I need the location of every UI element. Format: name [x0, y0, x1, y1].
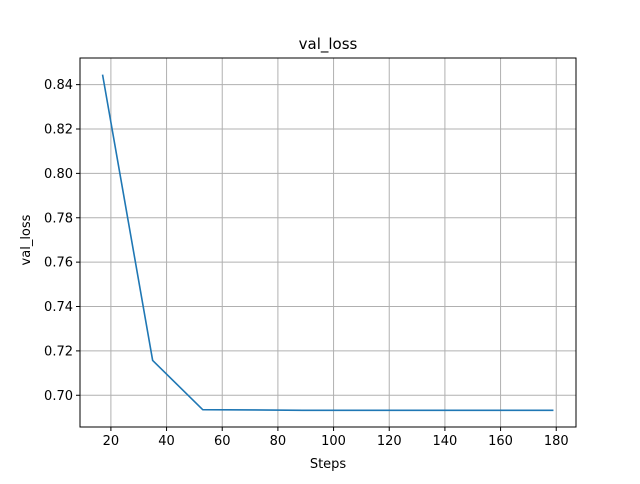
x-axis-label: Steps — [310, 457, 347, 472]
x-tick-label: 80 — [270, 434, 287, 449]
y-tick-label: 0.76 — [44, 256, 73, 271]
grid — [80, 58, 576, 427]
x-tick-label: 140 — [432, 434, 457, 449]
series-line — [101, 74, 554, 412]
x-tick-label: 180 — [544, 434, 569, 449]
x-tick-label: 120 — [377, 434, 402, 449]
x-tick-label: 100 — [321, 434, 346, 449]
x-tick-label: 60 — [214, 434, 231, 449]
x-tick-label: 160 — [488, 434, 513, 449]
y-tick-label: 0.74 — [44, 300, 73, 315]
chart-title: val_loss — [299, 35, 358, 54]
ticks: 20 40 60 80 100 120 140 160 180 0.70 0.72 0.74 0.76 0… — [44, 78, 569, 449]
x-tick-label: 40 — [158, 434, 175, 449]
y-tick-label: 0.72 — [44, 344, 73, 359]
y-tick-label: 0.80 — [44, 167, 73, 182]
series-layer — [101, 74, 554, 412]
y-tick-label: 0.82 — [44, 123, 73, 138]
y-tick-label: 0.84 — [44, 78, 73, 93]
x-tick-label: 20 — [103, 434, 120, 449]
y-tick-label: 0.70 — [44, 389, 73, 404]
plot-frame — [79, 57, 577, 428]
y-tick-label: 0.78 — [44, 211, 73, 226]
y-axis-label: val_loss — [19, 214, 34, 265]
